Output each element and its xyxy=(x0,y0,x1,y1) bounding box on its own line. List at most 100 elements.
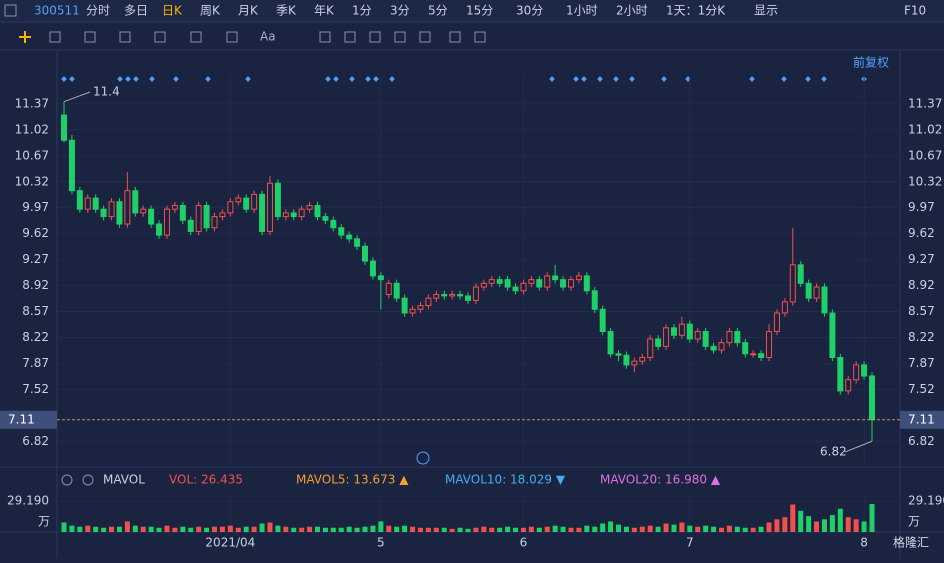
event-marker[interactable] xyxy=(613,76,619,82)
period-tab[interactable]: 季K xyxy=(276,4,297,18)
adjust-mode[interactable]: 前复权 xyxy=(853,55,889,70)
volume-bar xyxy=(497,527,503,532)
event-marker[interactable] xyxy=(133,76,139,82)
period-tab[interactable]: 3分 xyxy=(390,4,410,18)
period-tab[interactable]: 月K xyxy=(238,4,259,18)
event-marker[interactable] xyxy=(333,76,339,82)
stock-code[interactable]: 300511 xyxy=(34,4,80,18)
tool-icon[interactable] xyxy=(49,31,61,43)
tool-icon[interactable] xyxy=(394,31,406,43)
event-marker[interactable] xyxy=(749,76,755,82)
event-marker[interactable] xyxy=(373,76,379,82)
event-marker[interactable] xyxy=(173,76,179,82)
f10-button[interactable]: F10 xyxy=(904,4,926,18)
scroll-button[interactable] xyxy=(416,451,430,465)
tool-icon[interactable] xyxy=(119,31,131,43)
period-tab[interactable]: 1分 xyxy=(352,4,372,18)
volume-bar xyxy=(560,526,566,532)
period-tab[interactable]: 日K xyxy=(162,4,183,18)
event-marker[interactable] xyxy=(325,76,331,82)
period-tab[interactable]: 30分 xyxy=(516,4,543,18)
event-marker[interactable] xyxy=(629,76,635,82)
tool-icon[interactable] xyxy=(449,31,461,43)
candle-body xyxy=(607,331,614,355)
period-tab[interactable]: 1小时 xyxy=(566,4,598,18)
volume-bar xyxy=(473,527,479,532)
y-tick-label: 10.32 xyxy=(15,174,49,188)
candle-body xyxy=(655,338,662,347)
event-marker[interactable] xyxy=(389,76,395,82)
candle-body xyxy=(496,279,503,284)
period-tab[interactable]: 2小时 xyxy=(616,4,648,18)
tool-icon[interactable] xyxy=(226,31,238,43)
close-icon[interactable] xyxy=(82,474,94,486)
volume-bar xyxy=(592,526,598,532)
period-tab[interactable]: 1天：1分K xyxy=(666,4,726,18)
candle-body xyxy=(61,114,67,141)
y-tick-label: 7.87 xyxy=(22,356,49,370)
text-tool[interactable]: Aa xyxy=(260,30,276,44)
volume-bar xyxy=(457,527,463,532)
volume-bar xyxy=(417,527,423,532)
event-marker[interactable] xyxy=(365,76,371,82)
y-tick-label-right: 9.97 xyxy=(908,200,935,214)
period-tab[interactable]: 年K xyxy=(314,4,335,18)
event-marker[interactable] xyxy=(125,76,131,82)
indicator-label[interactable]: MAVOL xyxy=(103,473,145,487)
event-marker[interactable] xyxy=(581,76,587,82)
event-marker[interactable] xyxy=(821,76,827,82)
event-marker[interactable] xyxy=(781,76,787,82)
period-tab[interactable]: 15分 xyxy=(466,4,493,18)
event-marker[interactable] xyxy=(661,76,667,82)
tool-icon[interactable] xyxy=(190,31,202,43)
y-tick-label: 9.27 xyxy=(22,252,49,266)
volume-bar xyxy=(584,525,590,532)
candle-body xyxy=(108,201,115,218)
event-marker[interactable] xyxy=(149,76,155,82)
y-tick-label-right: 11.02 xyxy=(908,122,942,136)
tool-icon[interactable] xyxy=(154,31,166,43)
candle-body xyxy=(591,290,598,310)
period-tab[interactable]: 周K xyxy=(200,4,221,18)
period-tab[interactable]: 5分 xyxy=(428,4,448,18)
candle-body xyxy=(544,275,551,288)
volume-bar xyxy=(869,504,875,532)
candle-body xyxy=(163,208,170,236)
candle-body xyxy=(797,264,804,284)
volume-bar xyxy=(631,527,637,532)
period-tab[interactable]: 分时 xyxy=(86,4,110,18)
candle-body xyxy=(92,197,99,210)
candle-body xyxy=(314,204,321,218)
event-marker[interactable] xyxy=(205,76,211,82)
candle-body xyxy=(702,331,709,347)
event-marker[interactable] xyxy=(349,76,355,82)
volume-bar xyxy=(212,526,218,532)
tool-icon[interactable] xyxy=(319,31,331,43)
candle-body xyxy=(781,301,788,314)
settings-icon[interactable] xyxy=(61,474,73,486)
period-tab[interactable]: 显示 xyxy=(754,4,778,18)
event-marker[interactable] xyxy=(549,76,555,82)
period-tab[interactable]: 多日 xyxy=(124,4,148,18)
tool-icon[interactable] xyxy=(84,31,96,43)
volume-bar xyxy=(520,527,526,532)
tool-icon[interactable] xyxy=(474,31,486,43)
event-marker[interactable] xyxy=(117,76,123,82)
event-marker[interactable] xyxy=(573,76,579,82)
tool-icon[interactable] xyxy=(369,31,381,43)
indicator-label: MAVOL5: 13.673 ▲ xyxy=(296,473,409,487)
volume-bar xyxy=(481,526,487,532)
y-tick-label: 11.02 xyxy=(15,122,49,136)
event-marker[interactable] xyxy=(69,76,75,82)
candle-body xyxy=(623,354,630,366)
event-marker[interactable] xyxy=(61,76,67,82)
event-marker[interactable] xyxy=(805,76,811,82)
tool-icon[interactable] xyxy=(344,31,356,43)
event-marker[interactable] xyxy=(245,76,251,82)
y-tick-label-right: 8.92 xyxy=(908,278,935,292)
tool-icon[interactable] xyxy=(419,31,431,43)
move-tool[interactable] xyxy=(19,31,31,43)
checkbox[interactable] xyxy=(4,4,17,17)
event-marker[interactable] xyxy=(597,76,603,82)
volume-bar xyxy=(251,526,257,532)
